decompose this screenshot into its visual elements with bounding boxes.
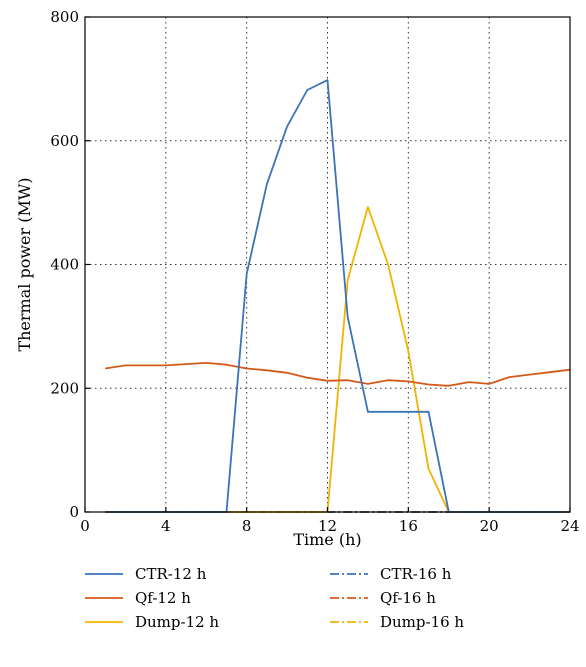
legend: CTR-12 h Qf-12 h Dump-12 h CTR-16 h Qf-16 h D… bbox=[85, 565, 464, 631]
x-tick-label: 4 bbox=[161, 517, 171, 535]
x-tick-label: 20 bbox=[480, 517, 499, 535]
series-lines bbox=[105, 79, 571, 513]
x-tick-label: 12 bbox=[318, 517, 337, 535]
legend-label: CTR-16 h bbox=[380, 565, 452, 583]
y-tick-label: 0 bbox=[69, 503, 79, 521]
legend-label: Qf-12 h bbox=[135, 589, 191, 607]
y-tick-label: 800 bbox=[50, 8, 79, 26]
legend-label: CTR-12 h bbox=[135, 565, 207, 583]
legend-label: Dump-12 h bbox=[135, 613, 219, 631]
x-tick-label: 8 bbox=[242, 517, 252, 535]
legend-label: Dump-16 h bbox=[380, 613, 464, 631]
x-axis-label: Time (h) bbox=[293, 530, 361, 549]
x-tick-label: 16 bbox=[399, 517, 418, 535]
y-tick-label: 400 bbox=[50, 256, 79, 274]
grid-lines bbox=[85, 17, 570, 512]
series-line-ctr-12-h bbox=[105, 79, 570, 513]
y-axis-label: Thermal power (MW) bbox=[15, 177, 34, 351]
y-tick-label: 200 bbox=[50, 379, 79, 397]
series-line-dump-12-h bbox=[105, 206, 570, 513]
series-line-qf-12-h bbox=[105, 361, 571, 387]
x-tick-label: 0 bbox=[80, 517, 90, 535]
legend-label: Qf-16 h bbox=[380, 589, 436, 607]
y-tick-label: 600 bbox=[50, 132, 79, 150]
x-tick-label: 24 bbox=[560, 517, 579, 535]
axis-ticks: 0 4 8 12 16 20 24 0 200 400 600 800 bbox=[50, 8, 579, 535]
